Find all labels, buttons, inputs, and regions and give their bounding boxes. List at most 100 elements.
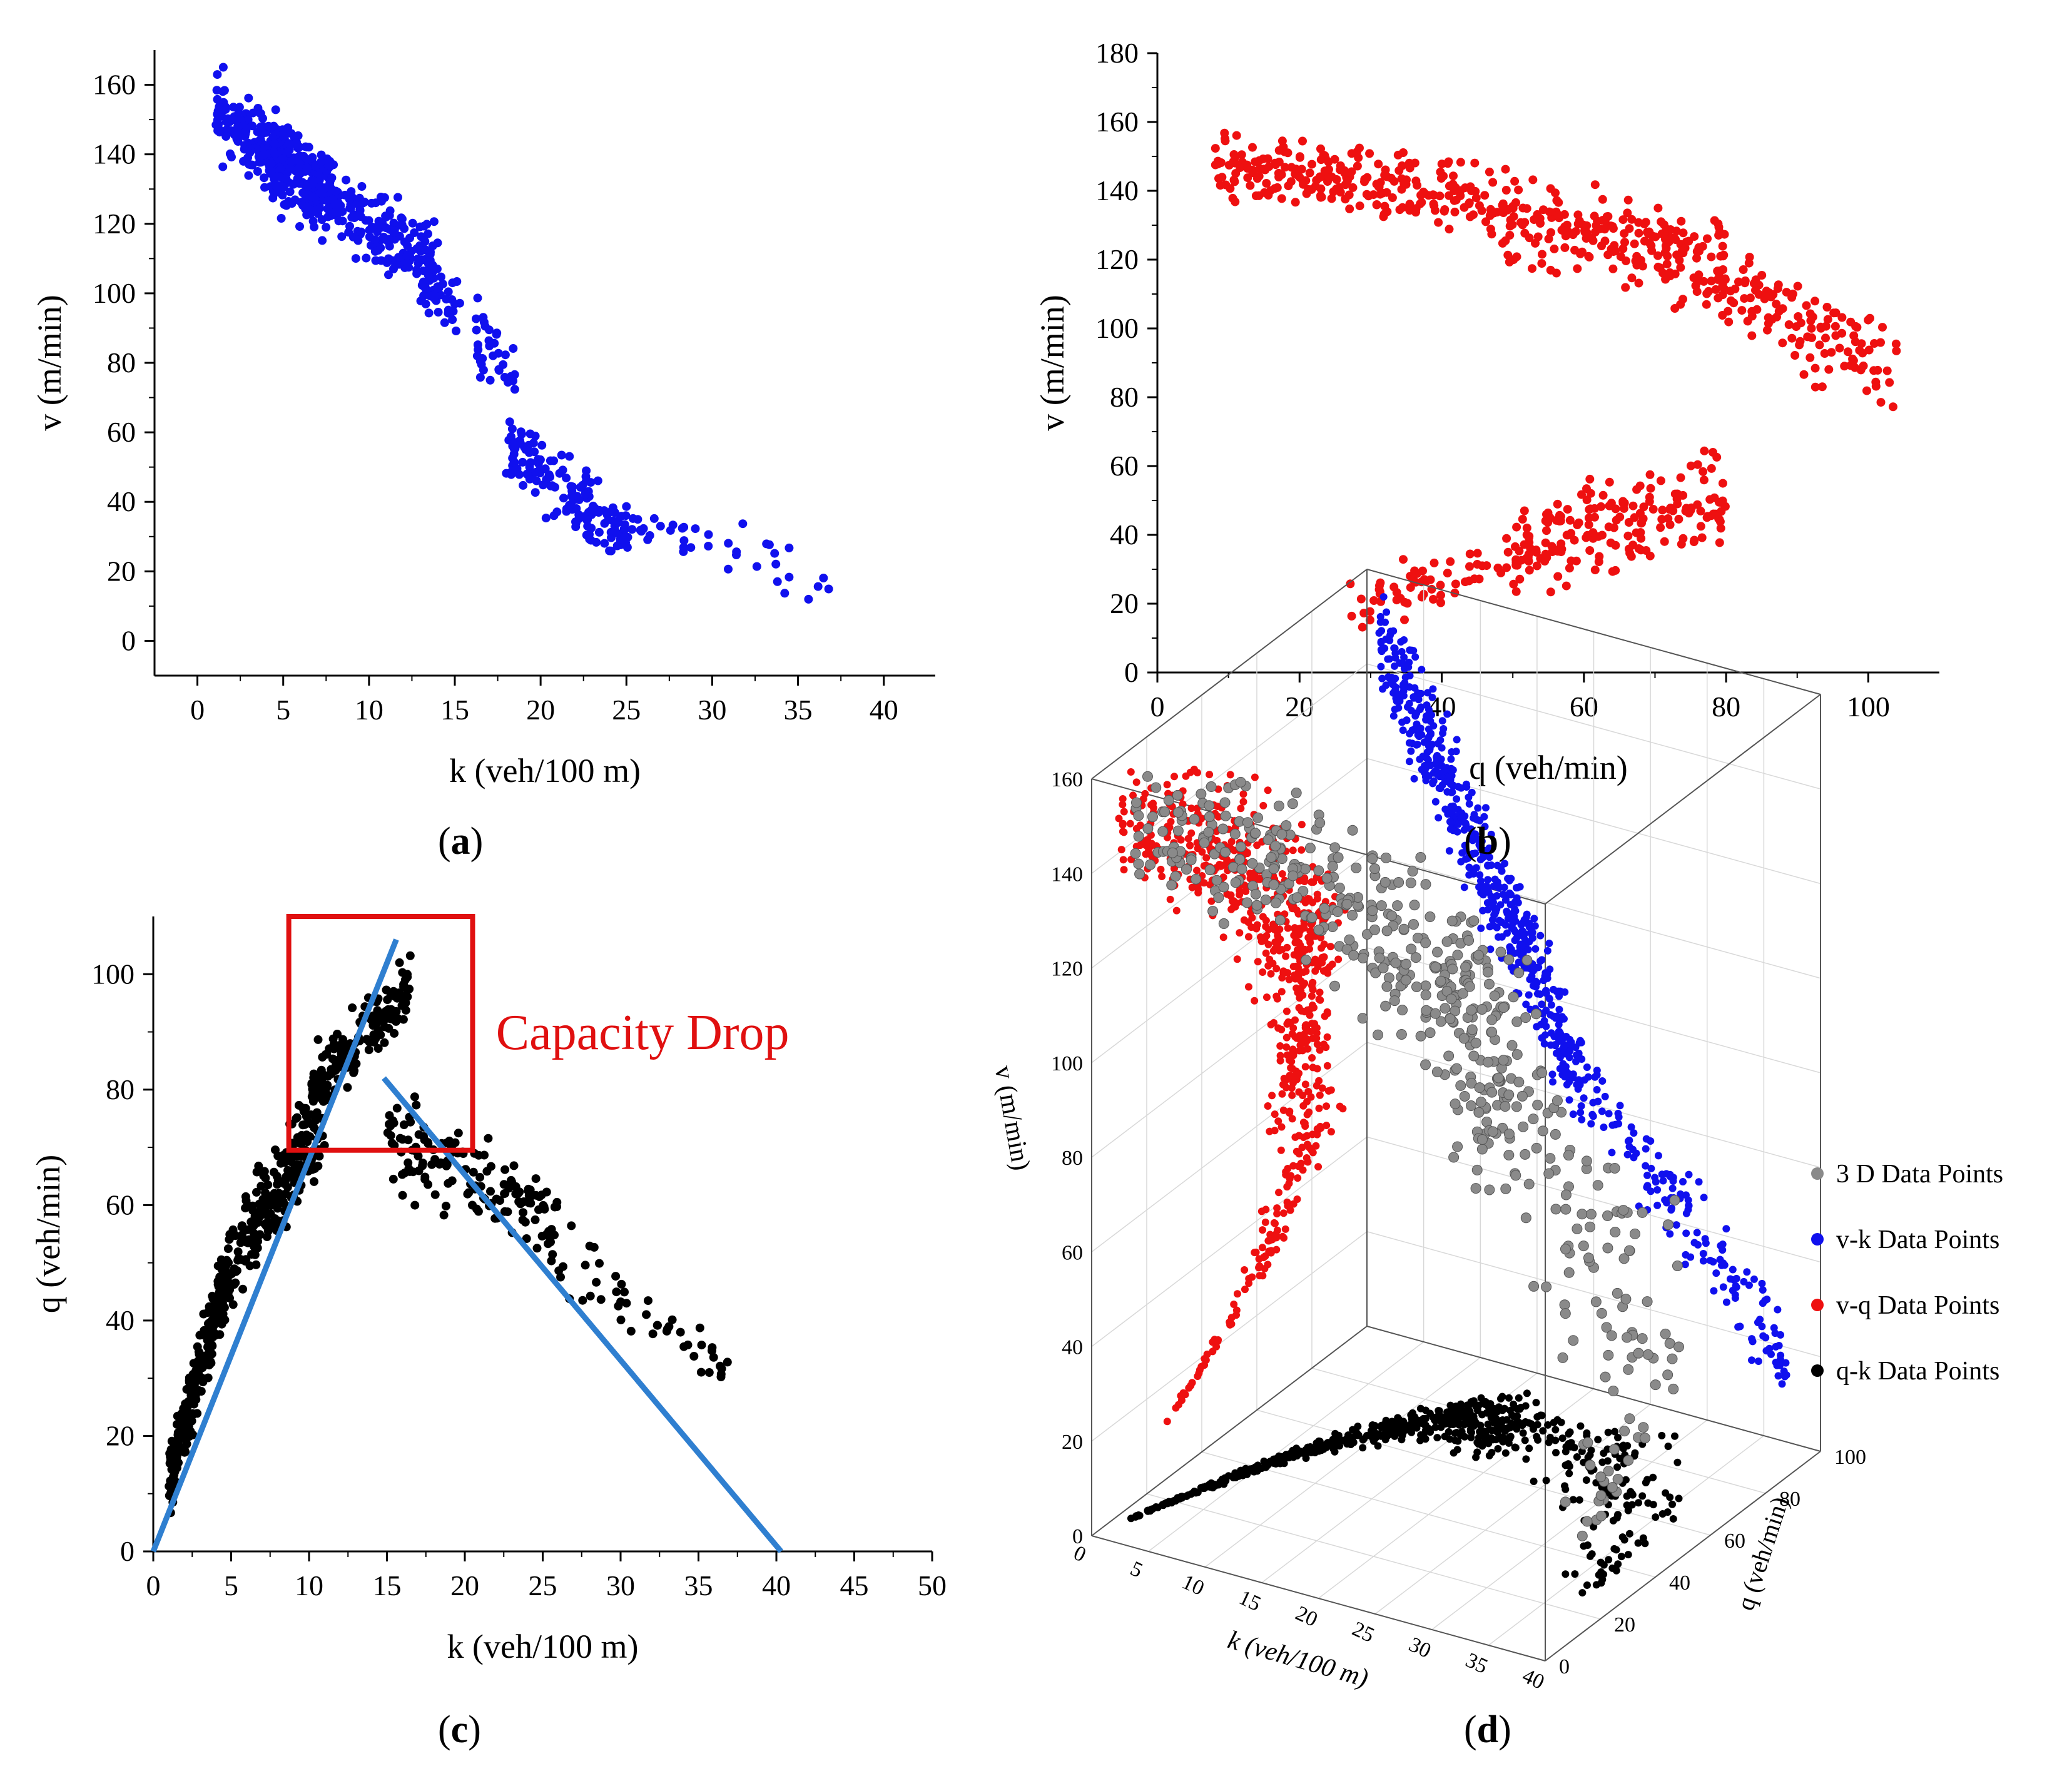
data-point — [510, 1161, 519, 1170]
data-point — [1443, 569, 1452, 577]
v-k-point — [1538, 1000, 1545, 1008]
data-point — [1429, 595, 1438, 604]
y-tick-label: 20 — [107, 555, 136, 587]
data-point — [1248, 143, 1257, 152]
data-point — [1591, 180, 1600, 189]
data-point — [592, 1278, 601, 1287]
q-k-point — [1516, 1406, 1523, 1413]
data-point — [495, 1196, 504, 1205]
q-k-point — [1668, 1501, 1676, 1508]
data-point — [1630, 240, 1639, 248]
data-point — [507, 1177, 516, 1186]
v-k-point — [1504, 875, 1511, 882]
data-point — [1630, 513, 1639, 522]
data-point — [288, 199, 297, 208]
v-k-point — [1694, 1229, 1701, 1236]
v-k-point — [1447, 756, 1455, 763]
v-q-point — [1274, 1227, 1281, 1234]
data-point — [1308, 160, 1316, 169]
v-k-point — [1401, 679, 1408, 687]
v-q-point — [1305, 1109, 1313, 1116]
data-point — [294, 170, 303, 178]
v-q-point — [1230, 1301, 1237, 1308]
data-point — [1355, 144, 1364, 153]
data-point — [1298, 165, 1306, 174]
data-point — [474, 293, 482, 302]
v-k-point — [1550, 986, 1557, 993]
v-k-point — [1447, 825, 1455, 833]
data-point — [1400, 616, 1409, 624]
data-point — [519, 1208, 527, 1217]
y-tick-label: 0 — [121, 624, 136, 656]
data-point — [1778, 338, 1787, 347]
data-point — [336, 1045, 345, 1053]
v-k-point — [1758, 1280, 1765, 1287]
data-point — [1649, 505, 1658, 514]
v-k-point — [1492, 908, 1500, 916]
data-point — [183, 1385, 191, 1394]
data-point — [489, 352, 497, 360]
data-point — [305, 143, 313, 151]
data-point — [1505, 258, 1514, 266]
v-k-point — [1523, 911, 1531, 918]
data-point — [568, 482, 577, 491]
v-q-point — [1324, 1010, 1331, 1017]
data-point — [765, 540, 774, 549]
data-point — [412, 1101, 420, 1110]
v-q-point — [1120, 856, 1127, 863]
v-q-point — [1171, 773, 1178, 780]
data-point — [524, 1185, 533, 1194]
data-point — [1488, 208, 1497, 217]
data-point — [1436, 591, 1445, 599]
data-point — [542, 514, 551, 522]
data-point — [581, 1261, 590, 1269]
data-point — [335, 216, 343, 225]
v-k-point — [1605, 1110, 1613, 1117]
v-q-point — [1259, 802, 1267, 809]
three-d-point — [1449, 1152, 1459, 1162]
three-d-point — [1134, 831, 1144, 841]
v-q-point — [1306, 945, 1313, 953]
q-k-point — [1467, 1411, 1475, 1418]
data-point — [785, 544, 793, 552]
data-point — [567, 1221, 576, 1230]
data-point — [1618, 497, 1627, 506]
data-point — [557, 451, 566, 460]
data-point — [1852, 323, 1861, 332]
v-k-point — [1479, 907, 1486, 915]
v-q-point — [1309, 1149, 1317, 1156]
data-point — [230, 115, 238, 124]
v-k-point — [1411, 713, 1419, 720]
data-point — [1546, 228, 1555, 237]
data-point — [1694, 243, 1703, 252]
data-point — [1837, 313, 1846, 322]
data-point — [183, 1413, 191, 1421]
three-d-point — [1301, 864, 1311, 874]
v-q-point — [1287, 1207, 1294, 1214]
v-k-point — [1394, 704, 1402, 712]
v-k-point — [1413, 741, 1420, 749]
v-k-point — [1498, 933, 1506, 941]
data-point — [302, 1104, 310, 1113]
data-points-3d — [1115, 593, 1790, 1596]
q-k-point — [1675, 1494, 1683, 1502]
v-q-point — [1259, 913, 1267, 921]
v-q-point — [1227, 906, 1235, 913]
v-k-point — [1669, 1177, 1677, 1185]
data-point — [1403, 599, 1412, 607]
data-point — [510, 385, 519, 393]
q-k-point — [1551, 1437, 1559, 1444]
q-k-point — [1286, 1453, 1294, 1460]
data-point — [1823, 303, 1832, 312]
three-d-point — [1511, 1102, 1521, 1112]
q-k-point — [1659, 1510, 1667, 1518]
v-k-point — [1702, 1235, 1709, 1242]
data-point — [322, 223, 330, 231]
v-q-point — [1259, 1244, 1266, 1251]
v-q-point — [1157, 866, 1164, 873]
v-q-point — [1288, 1092, 1296, 1099]
data-point — [1543, 518, 1552, 527]
data-point — [452, 277, 461, 286]
data-point — [1243, 164, 1252, 173]
